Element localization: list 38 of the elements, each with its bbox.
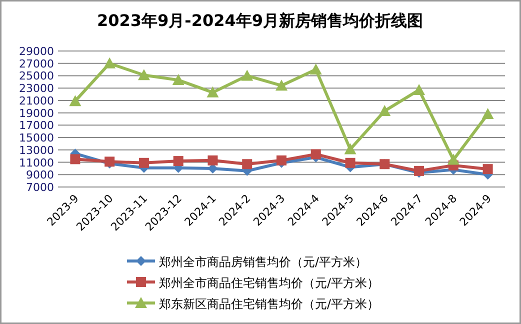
point bbox=[138, 69, 150, 80]
point bbox=[241, 70, 254, 81]
point bbox=[104, 57, 116, 68]
point bbox=[138, 158, 149, 168]
point bbox=[447, 154, 460, 165]
y-tick-label: 27000 bbox=[19, 57, 54, 70]
legend-label: 郑州全市商品住宅销售均价（元/平方米） bbox=[159, 276, 380, 290]
point bbox=[344, 143, 356, 154]
legend-label: 郑州全市商品房销售均价（元/平方米） bbox=[159, 255, 368, 269]
point bbox=[208, 155, 218, 166]
point bbox=[310, 149, 321, 160]
y-tick-label: 7000 bbox=[26, 181, 54, 194]
point bbox=[482, 164, 493, 174]
point bbox=[413, 84, 426, 95]
point bbox=[276, 80, 288, 91]
y-tick-label: 19000 bbox=[19, 106, 54, 120]
y-tick-label: 13000 bbox=[19, 144, 54, 157]
y-tick-label: 29000 bbox=[19, 45, 54, 58]
point bbox=[206, 86, 219, 98]
chart-title: 2023年9月-2024年9月新房销售均价折线图 bbox=[97, 11, 423, 30]
y-tick-label: 11000 bbox=[19, 156, 54, 170]
y-tick-label: 9000 bbox=[26, 168, 54, 182]
y-tick-label: 15000 bbox=[19, 132, 54, 145]
point bbox=[345, 158, 356, 168]
point bbox=[242, 159, 252, 170]
y-tick-label: 17000 bbox=[19, 119, 54, 132]
point bbox=[70, 154, 80, 164]
point bbox=[173, 156, 184, 166]
y-tick-label: 21000 bbox=[19, 94, 54, 108]
point bbox=[172, 74, 184, 86]
point bbox=[310, 64, 322, 75]
point bbox=[482, 108, 494, 120]
y-tick-label: 25000 bbox=[19, 70, 54, 83]
point bbox=[276, 155, 286, 166]
point bbox=[378, 104, 391, 116]
legend-label: 郑东新区商品住宅销售均价（元/平方米） bbox=[159, 297, 380, 311]
point bbox=[69, 95, 82, 106]
y-tick-label: 23000 bbox=[19, 82, 54, 96]
